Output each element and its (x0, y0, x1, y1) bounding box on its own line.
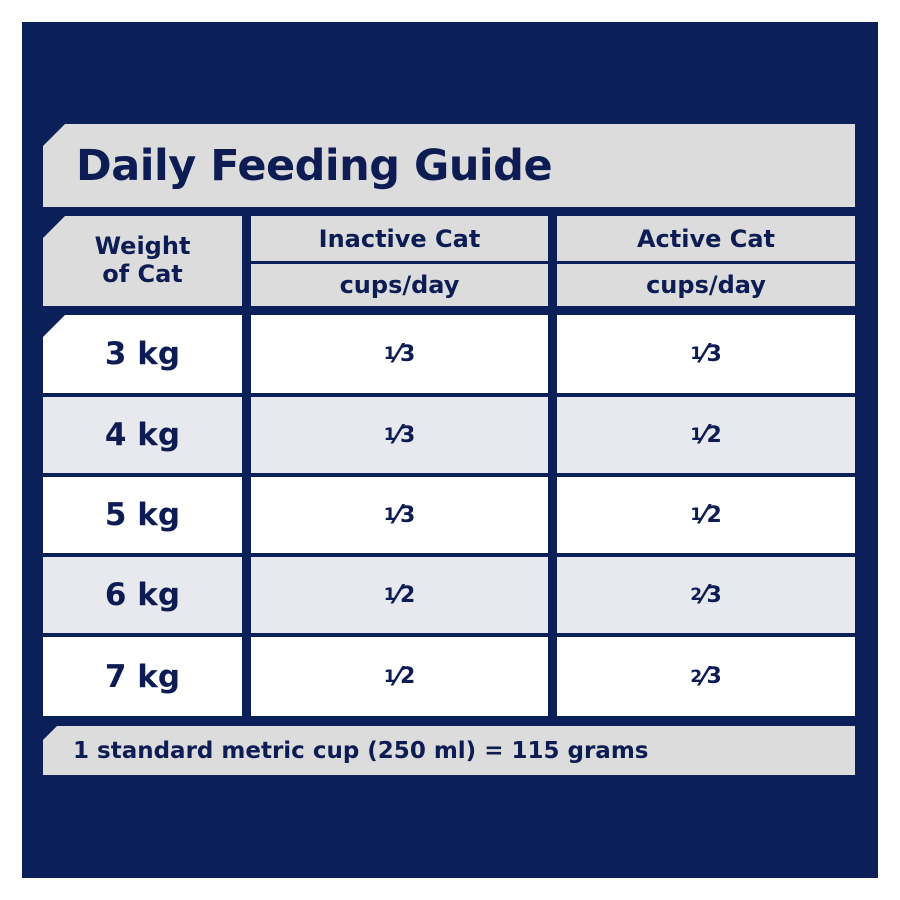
fraction-denominator: 2 (706, 422, 722, 448)
fraction-denominator: 3 (399, 502, 416, 528)
active-cups-cell: 2 ⁄ 3 (557, 637, 855, 716)
active-cups-cell: 1 ⁄ 2 (557, 477, 855, 553)
fraction-numerator: 1 (690, 425, 703, 445)
cup-conversion-note: 1 standard metric cup (250 ml) = 115 gra… (43, 726, 855, 775)
weight-cell: 3 kg (43, 315, 242, 393)
fraction-numerator: 1 (383, 666, 396, 687)
fraction-denominator: 2 (706, 502, 722, 528)
header-inactive-unit: cups/day (251, 264, 548, 306)
fraction-numerator: 1 (690, 505, 703, 525)
fraction-denominator: 3 (399, 341, 416, 367)
inactive-cups-cell: 1 ⁄ 2 (251, 557, 548, 633)
weight-cell: 5 kg (43, 477, 242, 553)
active-cups-cell: 1 ⁄ 2 (557, 397, 855, 473)
header-active: Active Cat (557, 216, 855, 261)
header-active-unit: cups/day (557, 264, 855, 306)
fraction-denominator: 2 (399, 664, 416, 689)
fraction-denominator: 3 (706, 341, 722, 367)
inactive-cups-cell: 1 ⁄ 3 (251, 397, 548, 473)
page-title: Daily Feeding Guide (43, 124, 855, 207)
active-cups-cell: 2 ⁄ 3 (557, 557, 855, 633)
fraction-denominator: 2 (399, 582, 416, 608)
inactive-cups-cell: 1 ⁄ 2 (251, 637, 548, 716)
weight-cell: 7 kg (43, 637, 242, 716)
inactive-cups-cell: 1 ⁄ 3 (251, 315, 548, 393)
header-inactive: Inactive Cat (251, 216, 548, 261)
fraction-numerator: 1 (690, 344, 703, 364)
active-cups-cell: 1 ⁄ 3 (557, 315, 855, 393)
fraction-numerator: 1 (383, 505, 396, 525)
inactive-cups-cell: 1 ⁄ 3 (251, 477, 548, 553)
fraction-numerator: 1 (383, 344, 396, 364)
fraction-denominator: 3 (706, 582, 722, 608)
fraction-denominator: 3 (706, 664, 722, 689)
weight-cell: 6 kg (43, 557, 242, 633)
fraction-denominator: 3 (399, 422, 416, 448)
header-weight-label: Weight of Cat (94, 232, 191, 288)
fraction-numerator: 1 (383, 585, 396, 605)
fraction-numerator: 2 (690, 666, 703, 687)
fraction-numerator: 1 (383, 425, 396, 445)
fraction-numerator: 2 (690, 585, 703, 605)
header-weight: Weight of Cat (43, 216, 242, 306)
weight-cell: 4 kg (43, 397, 242, 473)
